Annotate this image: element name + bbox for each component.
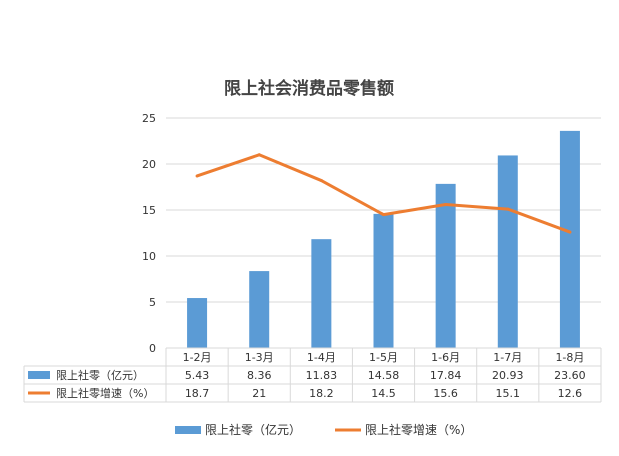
y-tick-label: 5 — [149, 296, 156, 309]
table-cell: 5.43 — [185, 369, 210, 382]
line-point — [195, 174, 199, 178]
y-tick-label: 10 — [142, 250, 156, 263]
y-tick-label: 25 — [142, 112, 156, 125]
table-cell: 14.58 — [368, 369, 400, 382]
table-cell: 18.2 — [309, 387, 334, 400]
bar — [249, 271, 270, 348]
bar — [187, 298, 208, 348]
legend-key — [175, 426, 201, 434]
table-series-name: 限上社零（亿元） — [56, 368, 144, 382]
table-cell: 15.6 — [433, 387, 458, 400]
y-tick-label: 0 — [149, 342, 156, 355]
x-tick-label: 1-8月 — [555, 351, 584, 364]
bar — [497, 155, 518, 348]
bar — [373, 213, 394, 348]
legend-label: 限上社零增速（%） — [365, 422, 472, 437]
x-tick-label: 1-6月 — [431, 351, 460, 364]
line-point — [506, 207, 510, 211]
x-tick-label: 1-3月 — [245, 351, 274, 364]
table-cell: 14.5 — [371, 387, 396, 400]
table-series-name: 限上社零增速（%） — [56, 386, 154, 400]
table-legend-key — [28, 371, 50, 379]
bar — [435, 183, 456, 348]
y-tick-label: 20 — [142, 158, 156, 171]
x-tick-label: 1-4月 — [307, 351, 336, 364]
table-cell: 23.60 — [554, 369, 586, 382]
line-point — [257, 153, 261, 157]
line-point — [319, 179, 323, 183]
chart-title: 限上社会消费品零售额 — [224, 78, 394, 99]
table-cell: 20.93 — [492, 369, 524, 382]
line-point — [568, 230, 572, 234]
table-cell: 15.1 — [496, 387, 521, 400]
bar — [311, 239, 332, 348]
table-cell: 21 — [252, 387, 266, 400]
table-cell: 11.83 — [306, 369, 338, 382]
line-point — [444, 202, 448, 206]
table-cell: 17.84 — [430, 369, 462, 382]
x-tick-label: 1-7月 — [493, 351, 522, 364]
x-tick-label: 1-2月 — [183, 351, 212, 364]
table-cell: 8.36 — [247, 369, 272, 382]
line-point — [382, 213, 385, 217]
bar — [559, 130, 580, 348]
table-cell: 12.6 — [558, 387, 583, 400]
table-cell: 18.7 — [185, 387, 210, 400]
x-tick-label: 1-5月 — [369, 351, 398, 364]
y-tick-label: 15 — [142, 204, 156, 217]
legend-label: 限上社零（亿元） — [205, 422, 301, 437]
